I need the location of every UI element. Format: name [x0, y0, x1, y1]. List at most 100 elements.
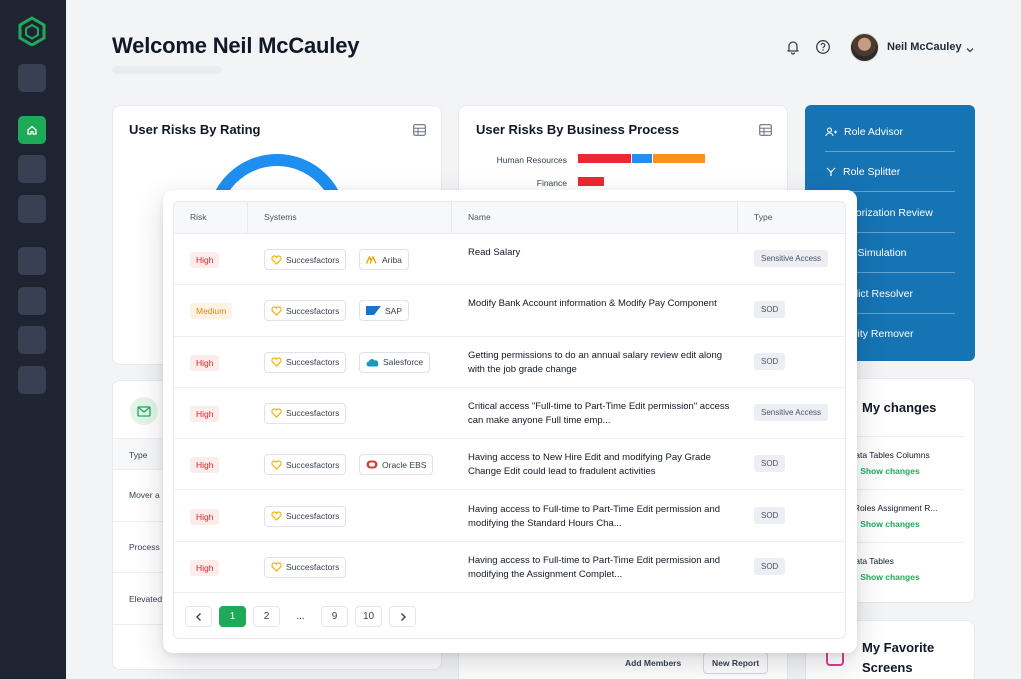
page-title: Welcome Neil McCauley	[112, 33, 360, 58]
system-chip-successfactors: Succesfactors	[264, 402, 347, 424]
app-logo-icon[interactable]	[18, 16, 46, 47]
successfactors-heart-icon	[271, 511, 282, 521]
divider	[820, 489, 964, 490]
left-type-header: Type	[129, 450, 148, 460]
col-name: Name	[468, 212, 491, 222]
bp-bar-hr-medium	[653, 154, 705, 163]
conflict-resolver-link[interactable]: nflict Resolver	[847, 274, 955, 314]
system-chip-ariba: Ariba	[359, 249, 409, 270]
col-type: Type	[754, 212, 773, 222]
sidebar-item-7[interactable]	[18, 326, 46, 354]
sap-logo-icon	[366, 306, 381, 316]
table-row[interactable]: High Succesfactors Salesforce Getting pe…	[174, 337, 845, 388]
role-splitter-link[interactable]: Role Splitter	[825, 152, 955, 192]
successfactors-heart-icon	[271, 408, 282, 419]
page-button-9[interactable]: 9	[321, 606, 348, 627]
risk-type-badge: SOD	[754, 352, 786, 370]
table-view-icon[interactable]	[759, 123, 772, 136]
risk-table: Risk Systems Name Type High Succesfactor…	[173, 201, 846, 639]
col-divider	[247, 202, 248, 234]
divider	[113, 572, 163, 573]
system-chip-successfactors: Succesfactors	[264, 454, 347, 476]
bp-label-hr: Human Resources	[496, 155, 567, 165]
sidebar-item-6[interactable]	[18, 287, 46, 315]
favorites-title: My Favorite Screens	[862, 640, 935, 675]
col-risk: Risk	[190, 212, 207, 222]
show-changes-link[interactable]: Show changes	[860, 572, 920, 582]
mail-icon	[130, 397, 158, 425]
sod-simulation-link[interactable]: D Simulation	[847, 233, 955, 273]
successfactors-heart-icon	[271, 357, 282, 367]
avatar[interactable]	[850, 33, 879, 62]
bp-bar-hr-low	[632, 154, 652, 163]
table-header: Risk Systems Name Type	[174, 202, 845, 234]
system-chip-successfactors: Succesfactors	[264, 249, 347, 270]
successfactors-heart-icon	[271, 306, 282, 316]
left-type-cell: Elevated	[129, 594, 163, 604]
risk-type-badge: Sensitive Access	[754, 403, 829, 421]
role-advisor-link[interactable]: Role Advisor	[825, 112, 955, 152]
risk-name: Modify Bank Account information & Modify…	[468, 298, 717, 310]
risk-type-badge: Sensitive Access	[754, 250, 829, 267]
sidebar-item-1[interactable]	[18, 64, 46, 92]
system-chip-successfactors: Succesfactors	[264, 300, 347, 322]
change-item: d Data Tables 023Show changes	[842, 556, 920, 582]
change-item: d Data Tables Columns 023Show changes	[842, 450, 930, 476]
risk-type-badge: SOD	[754, 301, 786, 319]
table-row[interactable]: High Succesfactors Critical access "Full…	[174, 388, 845, 440]
table-row[interactable]: High Succesfactors Oracle EBS Having acc…	[174, 439, 845, 491]
risk-name: Read Salary	[468, 247, 521, 258]
system-chip-successfactors: Succesfactors	[264, 505, 347, 527]
sidebar-item-home[interactable]	[18, 116, 46, 144]
sidebar-item-3[interactable]	[18, 155, 46, 183]
system-chip-sap: SAP	[359, 300, 410, 322]
sidebar-item-8[interactable]	[18, 366, 46, 394]
risk-name: Having access to Full-time to Part-Time …	[468, 503, 721, 529]
table-row[interactable]: High Succesfactors Ariba Read Salary Sen…	[174, 234, 845, 286]
new-report-button[interactable]: New Report	[703, 652, 769, 674]
help-icon[interactable]	[815, 39, 831, 55]
sidebar	[0, 0, 66, 679]
home-icon	[27, 125, 37, 135]
system-chip-successfactors: Succesfactors	[264, 351, 347, 373]
chevron-down-icon[interactable]	[965, 42, 975, 53]
risk-table-modal: Risk Systems Name Type High Succesfactor…	[163, 190, 857, 653]
page-ellipsis: ...	[296, 611, 305, 622]
activity-remover-link[interactable]: tivity Remover	[847, 328, 914, 340]
risk-name: Getting permissions to do an annual sala…	[468, 349, 723, 375]
table-view-icon[interactable]	[413, 123, 426, 136]
sidebar-item-4[interactable]	[18, 195, 46, 223]
title-underline	[112, 66, 222, 74]
show-changes-link[interactable]: Show changes	[860, 466, 920, 476]
table-row[interactable]: Medium Succesfactors SAP Modify Bank Acc…	[174, 285, 845, 337]
risk-type-badge: SOD	[754, 557, 786, 575]
prev-page-button[interactable]	[185, 606, 212, 627]
risk-badge: High	[190, 559, 220, 576]
risk-name: Having access to New Hire Edit and modif…	[468, 452, 711, 478]
page-button-2[interactable]: 2	[253, 606, 280, 627]
user-name[interactable]: Neil McCauley	[887, 41, 962, 53]
risk-name: Having access to Full-time to Part-Time …	[468, 554, 721, 580]
table-row[interactable]: High Succesfactors Having access to Full…	[174, 491, 845, 542]
table-row[interactable]: High Succesfactors Having access to Full…	[174, 542, 845, 594]
next-page-button[interactable]	[389, 606, 416, 627]
bp-bar-hr-high	[578, 154, 631, 163]
bp-label-finance: Finance	[536, 178, 567, 188]
page-button-1[interactable]: 1	[219, 606, 246, 627]
page-button-10[interactable]: 10	[355, 606, 382, 627]
authorization-review-link[interactable]: thorization Review	[847, 193, 955, 233]
divider	[820, 542, 964, 543]
show-changes-link[interactable]: Show changes	[860, 519, 920, 529]
risk-badge: High	[190, 354, 220, 371]
left-type-cell: Process	[129, 542, 160, 552]
risk-badge: Medium	[190, 303, 233, 320]
sidebar-item-5[interactable]	[18, 247, 46, 275]
risk-badge: High	[190, 457, 220, 474]
system-chip-successfactors: Succesfactors	[264, 556, 347, 578]
divider	[113, 521, 163, 522]
divider	[113, 624, 163, 625]
add-members-button[interactable]: Add Members	[625, 658, 682, 668]
system-chip-oracle-ebs: Oracle EBS	[359, 454, 434, 476]
bell-icon[interactable]	[785, 39, 801, 55]
risk-badge: High	[190, 252, 220, 268]
